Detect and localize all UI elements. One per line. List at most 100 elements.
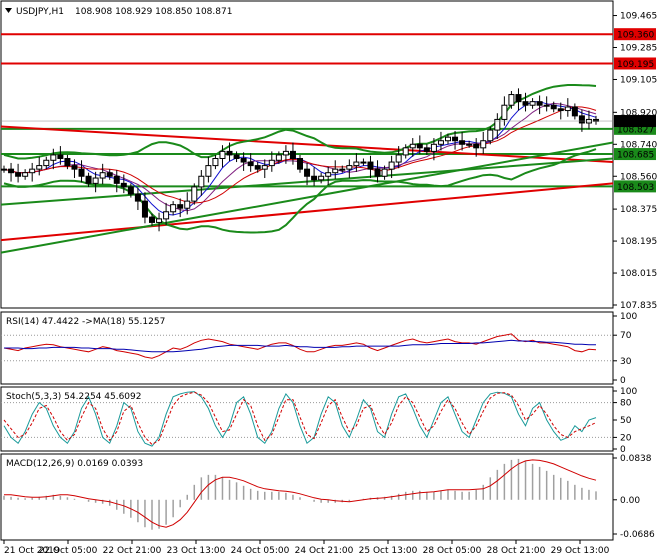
rsi-levels (1, 334, 613, 362)
candle-body (198, 175, 205, 188)
candle-body (297, 157, 303, 170)
candle-body (466, 143, 473, 146)
candle-body (374, 168, 381, 177)
stoch-tick-label: 100 (620, 387, 637, 397)
candle-body (127, 186, 134, 195)
rsi-tick-label: 0 (620, 376, 626, 386)
candle-body (226, 150, 233, 156)
candle-body (268, 159, 275, 167)
candle-body (282, 150, 289, 156)
candle-body (275, 154, 282, 161)
candle-body (191, 186, 198, 202)
candle-body (36, 165, 43, 170)
candle-body (289, 150, 296, 159)
candle-body (233, 154, 240, 159)
candle-body (515, 94, 522, 103)
time-tick-label: 28 Oct 21:00 (487, 546, 546, 556)
candle-body (120, 182, 127, 188)
rsi-panel[interactable]: 100 70 30 0 RSI(14) 47.4422 ->MA(18) 55.125… (0, 311, 637, 386)
candle-body (78, 168, 85, 177)
price-level-labels: 109.360 109.195 108.827 108.685 108.503 108.8… (1, 28, 656, 193)
candle-body (240, 157, 247, 163)
stoch-signal-line (3, 391, 597, 446)
candle-body (261, 165, 268, 170)
candle-body (346, 165, 353, 170)
green-trendline (0, 141, 614, 254)
candle-body (205, 165, 212, 177)
candle-body (163, 211, 170, 220)
price-panel[interactable]: 109.465 109.285 109.105 108.920 108.740 108.5… (0, 0, 657, 311)
time-tick-label: 24 Oct 05:00 (231, 546, 290, 556)
candle-body (1, 168, 7, 171)
macd-tick-label: 0.00 (620, 496, 640, 506)
candle-body (578, 115, 585, 124)
candle-body (43, 159, 50, 167)
price-tick-label: 108.560 (620, 172, 657, 182)
price-tick-label: 107.835 (620, 301, 657, 311)
candle-body (402, 147, 409, 156)
price-tick-label: 108.920 (620, 108, 657, 118)
candle-body (149, 216, 155, 223)
level-price-label: 108.503 (617, 183, 654, 193)
symbol-dropdown-icon[interactable] (5, 8, 12, 13)
price-tick-label: 109.285 (620, 44, 657, 54)
candle-body (64, 157, 71, 167)
macd-tick-label: 0.0838 (620, 454, 652, 464)
candle-body (452, 136, 459, 142)
candle-body (501, 104, 508, 120)
candle-body (430, 143, 437, 152)
candle-body (395, 154, 402, 163)
macd-axis: 0.0838 0.00 -0.0686 (613, 454, 655, 540)
candle-body (381, 168, 388, 177)
candle-body (50, 154, 57, 161)
rsi-tick-label: 100 (620, 312, 637, 322)
rsi-label: RSI(14) 47.4422 ->MA(18) 55.1257 (6, 317, 165, 327)
candle-body (219, 150, 226, 159)
candle-body (508, 94, 515, 106)
candle-body (494, 118, 501, 131)
candle-body (57, 154, 64, 159)
stochastic-panel[interactable]: 100 80 50 20 0 Stoch(5,3,3) 54.2254 45.6092 (0, 386, 637, 455)
candle-body (332, 168, 339, 174)
time-tick-label: 24 Oct 21:00 (295, 546, 354, 556)
candle-body (85, 175, 92, 184)
price-axis: 109.465 109.285 109.105 108.920 108.740 108.5… (613, 12, 657, 311)
candle-body (480, 140, 487, 149)
rsi-tick-label: 70 (620, 331, 632, 341)
price-tick-label: 109.465 (620, 12, 657, 22)
level-price-tag (614, 57, 656, 70)
rsi-ma-line (4, 339, 597, 353)
candle-body (473, 143, 480, 149)
time-tick-label: 22 Oct 05:00 (39, 546, 98, 556)
time-tick-label: 25 Oct 13:00 (359, 546, 418, 556)
stochastic-axis: 100 80 50 20 0 (613, 387, 637, 455)
price-tick-label: 109.105 (620, 75, 657, 85)
candle-body (318, 175, 325, 181)
price-tick-label: 108.740 (620, 140, 657, 150)
stochastic-label: Stoch(5,3,3) 54.2254 45.6092 (6, 392, 141, 402)
macd-panel[interactable]: 0.0838 0.00 -0.0686 MACD(12,26,9) 0.0169 0… (0, 453, 655, 541)
level-price-tag (614, 28, 656, 41)
candle-body (409, 143, 416, 149)
candle-body (367, 161, 374, 170)
time-tick-label: 28 Oct 05:00 (423, 546, 482, 556)
candle-body (212, 157, 219, 167)
candle-body (325, 172, 332, 177)
candle-body (71, 165, 78, 170)
rsi-lines (3, 333, 597, 359)
candle-body (170, 204, 177, 213)
candle-body (339, 168, 346, 171)
candle-body (184, 200, 191, 209)
time-tick-label: 22 Oct 21:00 (103, 546, 162, 556)
red-trendline (0, 125, 614, 164)
time-tick-label: 21 Oct 2019 (4, 546, 60, 556)
candle-body (459, 140, 466, 145)
candle-body (423, 147, 430, 152)
candle-body (29, 168, 36, 174)
macd-tick-label: -0.0686 (620, 530, 655, 540)
rsi-line (3, 333, 597, 359)
candle-body (141, 200, 148, 218)
candle-body (564, 106, 571, 112)
candle-body (106, 172, 113, 177)
